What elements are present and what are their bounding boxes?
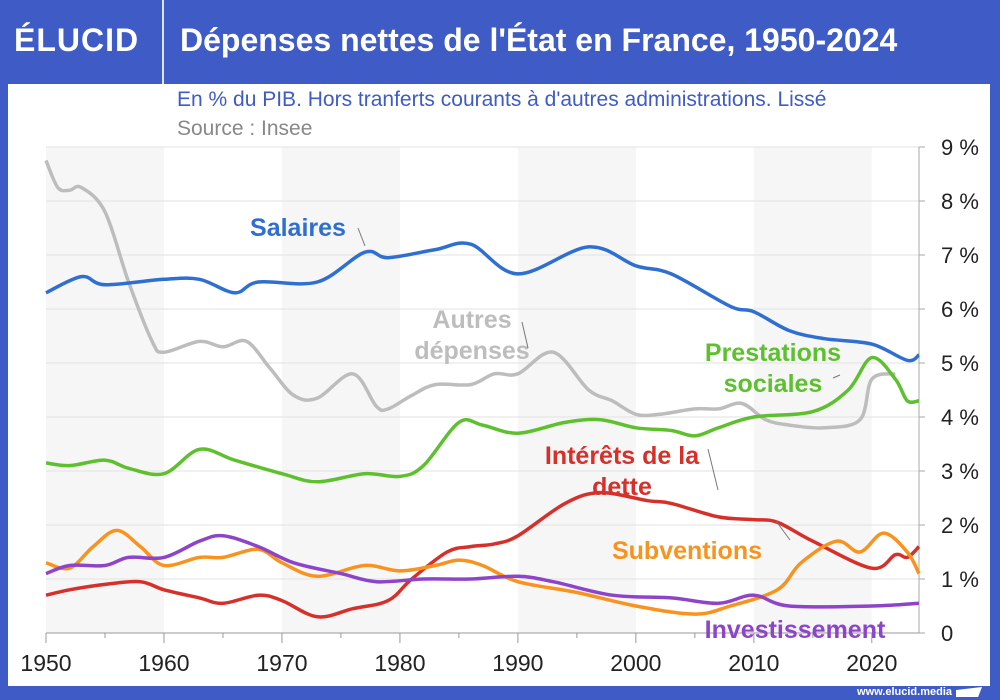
series-label: dépenses — [414, 337, 529, 365]
y-tick-label: 9 % — [941, 135, 979, 160]
x-tick-label: 2020 — [846, 650, 897, 676]
series-label: Autres — [432, 306, 511, 334]
series-label: Intérêts de la — [545, 442, 700, 470]
y-tick-label: 4 % — [941, 405, 979, 430]
y-tick-label: 7 % — [941, 243, 979, 268]
series-label: Salaires — [250, 214, 346, 242]
x-tick-label: 1950 — [20, 650, 71, 676]
series-label: dette — [592, 473, 652, 501]
series-line-1 — [44, 159, 896, 430]
y-tick-label: 8 % — [941, 189, 979, 214]
logo: ÉLUCID — [14, 22, 140, 58]
label-leader-line — [357, 227, 366, 247]
chart-title: Dépenses nettes de l'État en France, 195… — [180, 22, 898, 58]
label-leader-line — [775, 520, 791, 541]
y-tick-label: 0 — [941, 621, 953, 646]
y-tick-label: 5 % — [941, 351, 979, 376]
chart-source: Source : Insee — [177, 117, 313, 140]
series-line-0 — [45, 241, 921, 363]
footer-url[interactable]: www.elucid.media — [857, 686, 952, 698]
y-tick-label: 3 % — [941, 459, 979, 484]
elucid-flag-icon — [956, 687, 982, 697]
label-leader-line — [832, 374, 841, 379]
series-label: Subventions — [612, 537, 762, 565]
x-tick-label: 2000 — [610, 650, 661, 676]
series-label: Investissement — [705, 616, 886, 644]
series-line-3 — [45, 490, 921, 619]
x-tick-label: 1990 — [492, 650, 543, 676]
series-line-5 — [45, 533, 920, 609]
y-tick-label: 1 % — [941, 567, 979, 592]
header: ÉLUCID Dépenses nettes de l'État en Fran… — [0, 0, 1000, 84]
series-label: Prestations — [705, 339, 841, 367]
background-band — [46, 147, 164, 633]
x-tick-label: 1960 — [138, 650, 189, 676]
series-label: sociales — [724, 370, 823, 398]
chart-subtitle: En % du PIB. Hors tranferts courants à d… — [177, 88, 827, 111]
y-tick-label: 2 % — [941, 513, 979, 538]
label-leader-line — [707, 448, 719, 491]
background-band — [281, 147, 400, 633]
divider — [162, 0, 164, 84]
y-tick-label: 6 % — [941, 297, 979, 322]
background-band — [517, 147, 636, 633]
x-tick-label: 1980 — [374, 650, 425, 676]
x-tick-label: 2010 — [728, 650, 779, 676]
series-line-2 — [45, 355, 920, 484]
label-leader-line — [521, 321, 529, 349]
x-tick-label: 1970 — [256, 650, 307, 676]
